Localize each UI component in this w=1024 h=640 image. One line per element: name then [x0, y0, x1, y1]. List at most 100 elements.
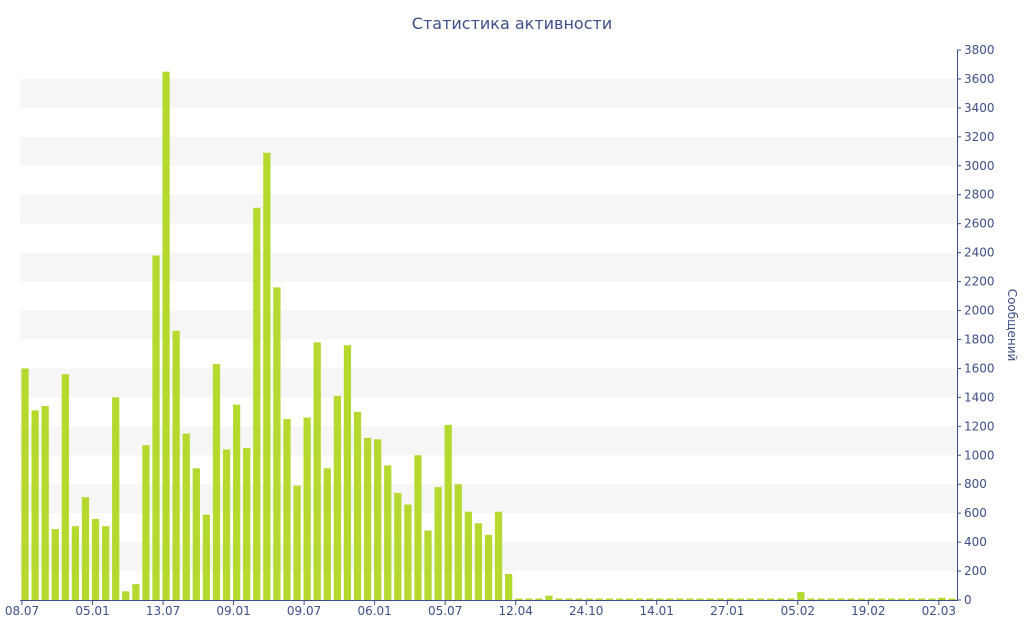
bar[interactable] — [384, 465, 392, 600]
bar[interactable] — [736, 598, 744, 600]
bar[interactable] — [686, 598, 694, 600]
bar[interactable] — [323, 468, 331, 600]
bar[interactable] — [867, 598, 875, 600]
bar[interactable] — [414, 455, 422, 600]
bar[interactable] — [666, 598, 674, 600]
bar[interactable] — [716, 598, 724, 600]
bar[interactable] — [122, 591, 130, 600]
y-tick-label: 2200 — [964, 275, 995, 289]
bar[interactable] — [908, 598, 916, 600]
bar[interactable] — [51, 529, 59, 600]
bar[interactable] — [585, 598, 593, 600]
bar[interactable] — [303, 417, 311, 600]
bar[interactable] — [726, 598, 734, 600]
bar[interactable] — [91, 518, 100, 600]
bar[interactable] — [222, 449, 231, 600]
y-tick-label: 2600 — [964, 217, 995, 231]
bar[interactable] — [756, 598, 765, 600]
bar[interactable] — [404, 504, 412, 600]
bar[interactable] — [565, 598, 573, 600]
bar[interactable] — [444, 424, 452, 600]
bar[interactable] — [394, 492, 402, 600]
bar[interactable] — [374, 439, 382, 600]
bar[interactable] — [474, 523, 483, 600]
bar[interactable] — [273, 287, 281, 600]
bar[interactable] — [484, 534, 493, 600]
bar[interactable] — [192, 468, 200, 600]
bar[interactable] — [424, 530, 432, 600]
bar[interactable] — [525, 598, 533, 600]
bar[interactable] — [625, 598, 634, 600]
bar[interactable] — [827, 598, 835, 600]
bar[interactable] — [212, 364, 221, 600]
bar[interactable] — [615, 598, 624, 600]
bar[interactable] — [313, 342, 321, 600]
bar[interactable] — [807, 598, 815, 600]
bar[interactable] — [535, 598, 543, 600]
bar[interactable] — [948, 598, 956, 600]
bar[interactable] — [696, 598, 704, 600]
bar[interactable] — [787, 598, 795, 600]
bar[interactable] — [706, 598, 714, 600]
bar[interactable] — [343, 345, 352, 600]
bar[interactable] — [61, 374, 69, 600]
bar[interactable] — [766, 598, 775, 600]
bar[interactable] — [293, 485, 301, 600]
bar[interactable] — [797, 592, 805, 600]
y-tick-label: 3400 — [964, 101, 995, 115]
bar[interactable] — [515, 598, 523, 600]
bar[interactable] — [938, 597, 946, 600]
bar[interactable] — [182, 433, 190, 600]
bar[interactable] — [777, 598, 785, 600]
bar[interactable] — [263, 152, 271, 600]
bar[interactable] — [283, 419, 291, 600]
bar[interactable] — [746, 598, 755, 600]
bar[interactable] — [887, 598, 896, 600]
bar[interactable] — [41, 406, 49, 600]
bar[interactable] — [636, 598, 644, 600]
bar[interactable] — [112, 397, 120, 600]
bar[interactable] — [333, 395, 341, 600]
bar[interactable] — [132, 584, 140, 600]
bar[interactable] — [837, 598, 845, 600]
bar[interactable] — [918, 598, 926, 600]
bar[interactable] — [857, 598, 865, 600]
bar[interactable] — [847, 598, 855, 600]
bar[interactable] — [31, 410, 39, 600]
bar[interactable] — [505, 573, 513, 600]
bar[interactable] — [434, 487, 442, 600]
x-tick-label: 24.10 — [569, 604, 603, 618]
bar[interactable] — [464, 511, 472, 600]
bar[interactable] — [202, 514, 211, 600]
bar[interactable] — [172, 330, 180, 600]
bar[interactable] — [232, 404, 241, 600]
bar[interactable] — [897, 598, 906, 600]
bar[interactable] — [152, 255, 160, 600]
bar[interactable] — [142, 445, 150, 600]
bar[interactable] — [555, 598, 563, 600]
bar[interactable] — [253, 207, 261, 600]
bar[interactable] — [575, 598, 583, 600]
y-tick-label: 2400 — [964, 246, 995, 260]
bar[interactable] — [605, 598, 614, 600]
bar[interactable] — [102, 526, 110, 600]
bar[interactable] — [676, 598, 684, 600]
bar[interactable] — [545, 595, 553, 600]
bar[interactable] — [646, 598, 654, 600]
grid-band — [20, 194, 957, 224]
bar[interactable] — [877, 598, 886, 600]
bar[interactable] — [71, 526, 80, 600]
bar[interactable] — [21, 368, 29, 600]
bar[interactable] — [353, 411, 362, 600]
bar[interactable] — [656, 598, 664, 600]
bar[interactable] — [494, 511, 503, 600]
bar[interactable] — [817, 598, 825, 600]
bar[interactable] — [243, 448, 251, 600]
bar[interactable] — [928, 598, 936, 600]
bar[interactable] — [162, 71, 170, 600]
bar[interactable] — [595, 598, 603, 600]
bar[interactable] — [454, 484, 462, 600]
bar[interactable] — [363, 437, 372, 600]
bar[interactable] — [81, 497, 90, 600]
y-tick-label: 1400 — [964, 390, 995, 404]
